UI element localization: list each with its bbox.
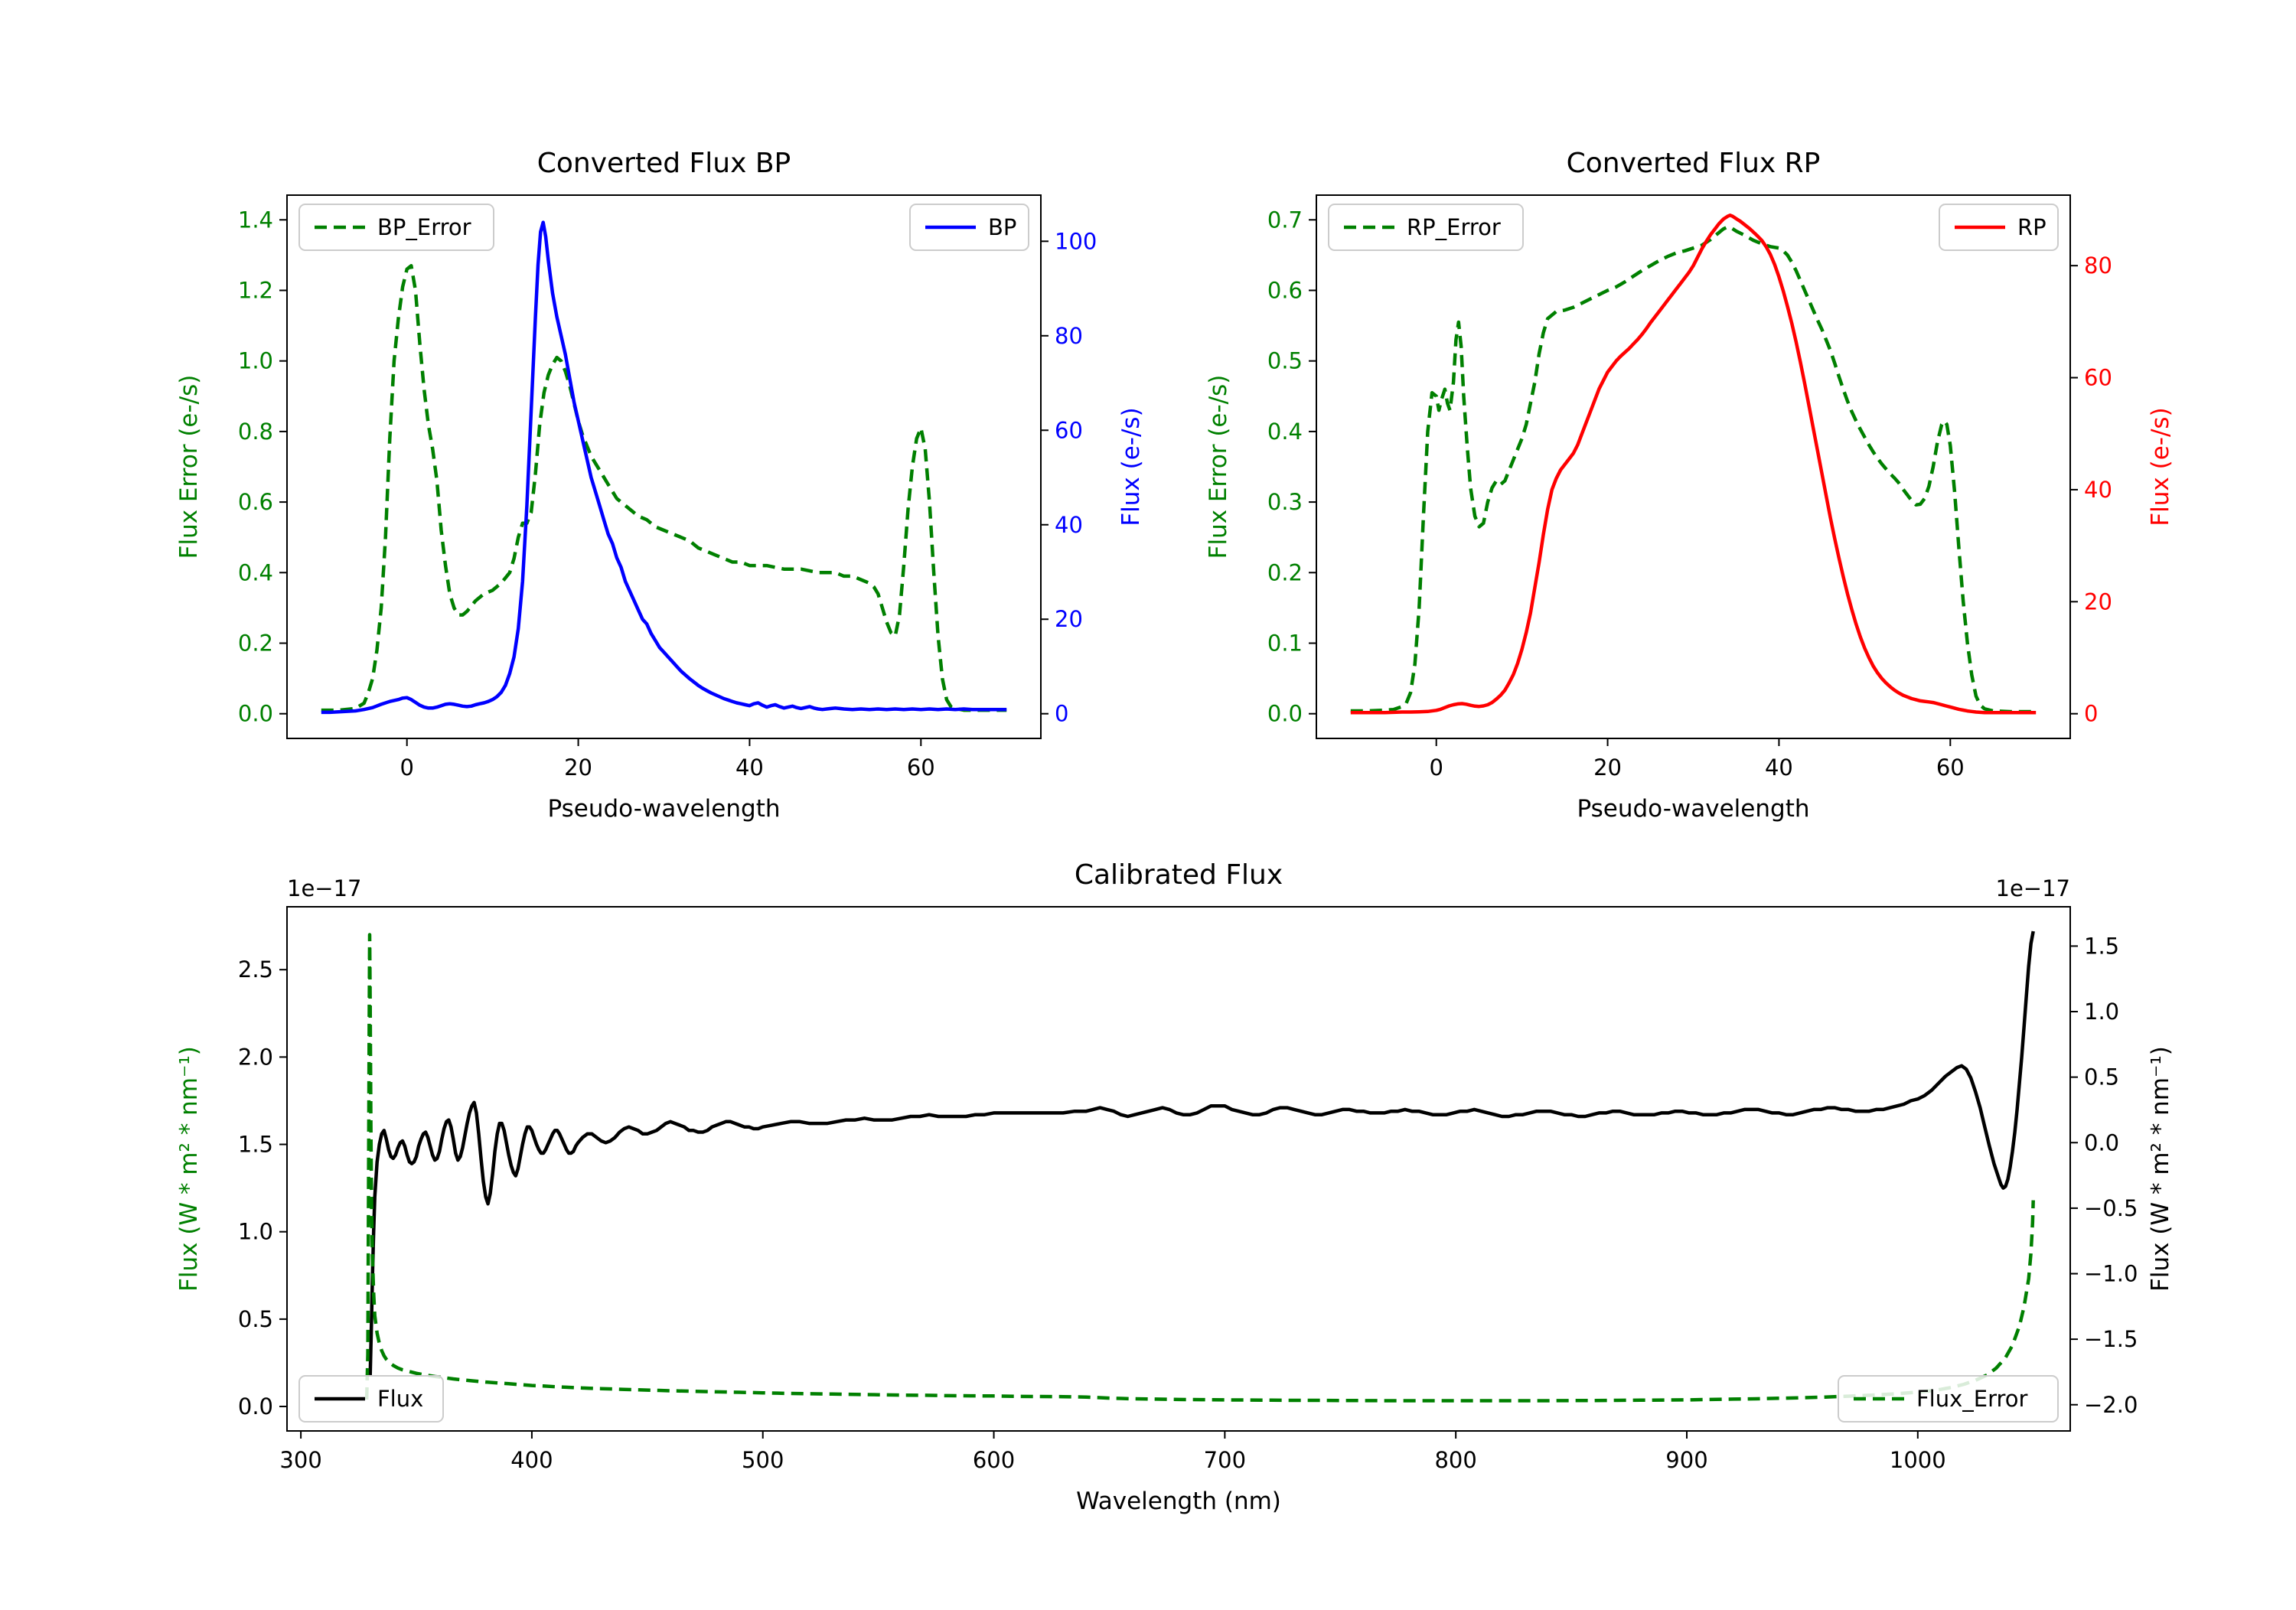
calibrated-ytick-right: −2.0 [2084,1392,2138,1418]
calibrated-offset-left: 1e−17 [287,875,362,901]
bp-ytick-left: 0.2 [238,631,273,657]
rp-ytick-left: 0.5 [1267,348,1303,374]
calibrated-plot-area [287,907,2070,1431]
calibrated-xtick: 900 [1665,1447,1707,1473]
calibrated-ytick-right: −1.0 [2084,1261,2138,1287]
rp-ytick-left: 0.1 [1267,631,1303,657]
bp-ytick-right: 100 [1055,228,1097,254]
bp-xlabel: Pseudo-wavelength [547,795,780,823]
bp-legend-label: BP [988,214,1016,240]
bp-spines [286,194,1042,739]
bp-series-BP [321,220,1007,715]
rp-title: Converted Flux RP [1567,148,1821,179]
bp-ylabel-right: Flux (e-/s) [1117,407,1145,526]
calibrated-ytick-right: 1.5 [2084,933,2119,959]
bp-xtick: 40 [735,754,764,781]
bp-xtick: 20 [564,754,592,781]
calibrated-spines [286,906,2071,1432]
rp-ytick-right: 80 [2084,253,2112,279]
bp-ylabel-left: Flux Error (e-/s) [175,375,203,559]
bp-plot: Converted Flux BP 0 20 40 60 Pseudo-wavelengt… [175,148,1145,823]
rp-ytick-right: 0 [2084,701,2098,727]
rp-legend-RP_Error: RP_Error [1328,204,1524,251]
calibrated-series-Flux [368,930,2035,1375]
bp-ytick-right: 60 [1055,417,1083,443]
bp-ytick-left: 1.2 [238,277,273,303]
calibrated-xtick: 700 [1204,1447,1246,1473]
calibrated-legend-label: Flux [377,1386,423,1412]
bp-ytick-right: 20 [1055,606,1083,632]
rp-ytick-left: 0.4 [1267,419,1303,445]
rp-ytick-right: 20 [2084,588,2112,614]
rp-ytick-left: 0.0 [1267,701,1303,727]
calibrated-ytick-left: 2.5 [238,957,273,983]
rp-legend-label: RP_Error [1407,214,1501,240]
calibrated-xtick: 300 [279,1447,321,1473]
calibrated-xtick: 800 [1434,1447,1476,1473]
rp-series-RP_Error [1350,225,2037,714]
bp-ytick-left: 1.0 [238,348,273,374]
bp-ytick-right: 0 [1055,701,1068,727]
calibrated-ytick-right: 1.0 [2084,999,2119,1025]
rp-ylabel-right: Flux (e-/s) [2147,407,2174,526]
bp-legend-BP: BP [909,204,1029,251]
bp-series-BP_Error [321,263,1007,712]
rp-xlabel: Pseudo-wavelength [1577,795,1809,823]
calibrated-ytick-right: 0.5 [2084,1064,2119,1090]
bp-xtick: 0 [400,754,413,781]
rp-xtick: 40 [1765,754,1793,781]
rp-spines [1316,194,2071,739]
bp-ytick-left: 0.0 [238,701,273,727]
rp-xtick: 60 [1936,754,1965,781]
bp-ytick-left: 0.4 [238,559,273,585]
calibrated-xtick: 500 [742,1447,784,1473]
rp-ytick-left: 0.3 [1267,489,1303,515]
calibrated-ytick-right: 0.0 [2084,1129,2119,1155]
rp-xtick: 20 [1593,754,1622,781]
rp-ytick-left: 0.6 [1267,277,1303,303]
rp-plot-area [1316,195,2070,738]
rp-ytick-left: 0.7 [1267,207,1303,233]
bp-ytick-left: 0.8 [238,419,273,445]
calibrated-title: Calibrated Flux [1075,859,1283,891]
calibrated-plot: Calibrated Flux 1e−17 1e−17 300 400 500 600 700… [175,859,2174,1515]
calibrated-ytick-right: −0.5 [2084,1195,2138,1221]
bp-legend-label: BP_Error [377,214,471,240]
bp-ytick-right: 40 [1055,512,1083,538]
rp-ytick-left: 0.2 [1267,559,1303,585]
calibrated-ytick-left: 0.0 [238,1393,273,1419]
calibrated-ytick-right: −1.5 [2084,1326,2138,1352]
rp-ytick-right: 40 [2084,477,2112,503]
calibrated-xtick: 1000 [1890,1447,1946,1473]
rp-ylabel-left: Flux Error (e-/s) [1205,375,1232,559]
calibrated-xtick: 600 [973,1447,1015,1473]
calibrated-ytick-left: 1.0 [238,1219,273,1245]
calibrated-ytick-left: 0.5 [238,1306,273,1332]
bp-title: Converted Flux BP [537,148,791,179]
bp-ytick-left: 0.6 [238,489,273,515]
rp-ytick-right: 60 [2084,365,2112,391]
calibrated-xlabel: Wavelength (nm) [1076,1488,1281,1515]
calibrated-ytick-left: 2.0 [238,1044,273,1070]
rp-legend-label: RP [2017,214,2047,240]
calibrated-legend-label: Flux_Error [1916,1386,2028,1412]
bp-ytick-left: 1.4 [238,207,273,233]
bp-xtick: 60 [907,754,935,781]
calibrated-xtick: 400 [510,1447,553,1473]
rp-xtick: 0 [1429,754,1443,781]
calibrated-ylabel-left: Flux (W * m² * nm⁻¹) [175,1046,203,1292]
bp-legend-BP_Error: BP_Error [298,204,494,251]
rp-legend-RP: RP [1939,204,2059,251]
calibrated-ytick-left: 1.5 [238,1132,273,1158]
calibrated-ylabel-right: Flux (W * m² * nm⁻¹) [2147,1046,2174,1292]
calibrated-legend-Flux: Flux [298,1375,444,1423]
bp-ytick-right: 80 [1055,323,1083,349]
calibrated-offset-right: 1e−17 [1996,875,2071,901]
rp-plot: Converted Flux RP 0 20 40 60 Pseudo-wavelengt… [1205,148,2174,823]
rp-series-RP [1350,213,2037,715]
bp-plot-area [287,195,1041,738]
calibrated-legend-Flux_Error: Flux_Error [1838,1375,2059,1423]
